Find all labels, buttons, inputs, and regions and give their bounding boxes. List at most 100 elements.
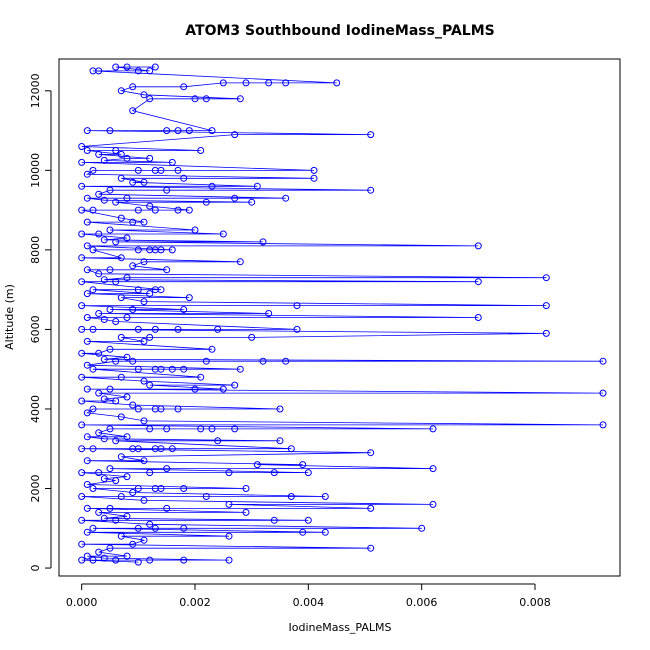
data-point <box>474 278 482 286</box>
data-point <box>168 445 176 453</box>
data-point <box>134 166 142 174</box>
data-point <box>429 465 437 473</box>
x-tick-label: 0.000 <box>66 596 98 609</box>
data-point <box>282 194 290 202</box>
data-point <box>321 493 329 500</box>
plot-frame <box>58 58 621 577</box>
data-point <box>78 230 86 238</box>
data-point <box>112 63 120 71</box>
y-tick-label: 8000 <box>29 236 42 264</box>
data-point <box>599 421 607 429</box>
data-point <box>367 544 375 552</box>
data-point <box>146 290 154 298</box>
data-point <box>129 218 137 226</box>
data-point <box>418 524 426 532</box>
data-point <box>100 395 108 403</box>
data-point <box>231 131 239 139</box>
data-point <box>180 365 188 373</box>
data-point <box>140 417 148 425</box>
data-point <box>180 524 188 532</box>
data-point <box>106 345 114 353</box>
data-point <box>83 433 91 441</box>
data-point <box>146 67 154 75</box>
data-point <box>123 274 131 282</box>
data-point <box>134 246 142 254</box>
data-point <box>83 242 91 250</box>
data-point <box>83 266 91 274</box>
data-point <box>117 333 125 341</box>
data-point <box>100 276 108 284</box>
data-point <box>123 473 131 481</box>
data-point <box>89 405 97 413</box>
data-point <box>117 413 125 421</box>
data-point <box>304 516 312 524</box>
data-point <box>276 405 284 413</box>
data-point <box>180 306 188 313</box>
data-point <box>112 556 120 564</box>
data-point <box>242 79 250 87</box>
data-point <box>100 236 108 244</box>
data-point <box>134 67 142 75</box>
data-point <box>129 540 137 548</box>
y-tick-label: 4000 <box>29 395 42 423</box>
data-point <box>276 437 284 445</box>
data-point <box>117 294 125 302</box>
data-point <box>78 182 86 190</box>
data-point <box>191 385 199 393</box>
data-point <box>265 79 273 87</box>
data-point <box>100 316 108 323</box>
chart-title: ATOM3 Southbound IodineMass_PALMS <box>185 23 494 39</box>
data-point <box>214 325 222 333</box>
data-point <box>129 107 137 115</box>
data-point <box>134 558 142 566</box>
data-point <box>134 325 142 333</box>
data-point <box>242 485 250 492</box>
data-point <box>157 405 165 413</box>
data-point <box>89 556 97 564</box>
data-point <box>180 83 188 91</box>
data-point <box>146 95 154 103</box>
data-point <box>83 481 91 488</box>
data-point <box>265 310 273 317</box>
data-point <box>253 182 261 190</box>
data-point <box>123 194 131 202</box>
data-point <box>157 485 165 492</box>
data-point <box>202 493 210 500</box>
data-point <box>140 377 148 385</box>
data-point <box>129 401 137 409</box>
data-point <box>78 143 86 150</box>
data-point <box>106 544 114 552</box>
data-point <box>83 314 91 321</box>
data-point <box>197 373 205 381</box>
data-point <box>236 95 244 103</box>
data-point <box>129 83 137 91</box>
data-point <box>231 425 239 433</box>
data-point <box>180 174 188 182</box>
data-point <box>146 469 154 477</box>
data-point <box>95 389 103 397</box>
data-point <box>112 477 120 485</box>
data-point <box>146 333 154 341</box>
data-point <box>89 365 97 373</box>
data-point <box>95 150 103 158</box>
data-point <box>191 226 199 234</box>
data-point <box>83 457 91 465</box>
data-point <box>287 493 295 500</box>
data-point <box>174 405 182 413</box>
data-point <box>112 516 120 524</box>
y-tick-label: 10000 <box>29 153 42 188</box>
data-point <box>310 166 318 174</box>
data-point <box>83 194 91 202</box>
data-point <box>208 182 216 190</box>
data-point <box>123 234 131 242</box>
data-point <box>106 504 114 512</box>
data-point <box>282 79 290 87</box>
data-point <box>83 337 91 345</box>
data-point <box>83 170 91 178</box>
data-point <box>429 425 437 433</box>
y-tick-label: 6000 <box>29 315 42 343</box>
data-point <box>112 147 120 154</box>
data-point <box>146 425 154 433</box>
data-point <box>95 548 103 556</box>
series-lines <box>81 66 604 563</box>
